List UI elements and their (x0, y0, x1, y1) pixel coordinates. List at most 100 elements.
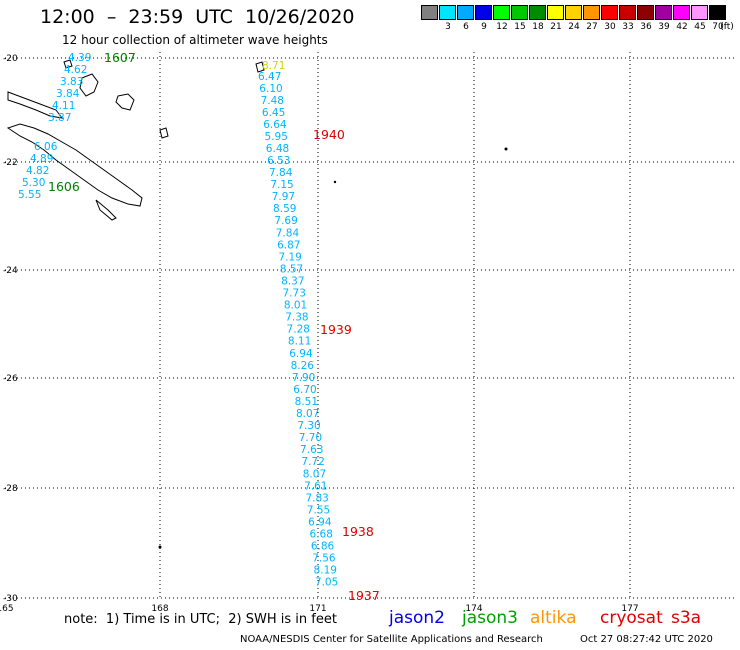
swh-value: 6.68 (310, 529, 333, 541)
legend-swatch (493, 5, 510, 20)
generated-timestamp: Oct 27 08:27:42 UTC 2020 (580, 634, 713, 645)
swh-value: 4.62 (64, 64, 87, 76)
latitude-tick-label: -28 (3, 484, 18, 494)
legend-label: 36 (640, 22, 652, 32)
legend-label: 39 (658, 22, 670, 32)
swh-value: 7.84 (276, 227, 300, 239)
coastline (115, 93, 135, 111)
mission-altika: altika (530, 608, 577, 628)
swh-value: 8.07 (303, 468, 326, 480)
island-dot (158, 545, 162, 549)
legend-label: 42 (676, 22, 688, 32)
pass-number: 1940 (313, 127, 345, 142)
coastline (159, 127, 169, 139)
pass-number: 1607 (104, 50, 136, 65)
footer-note: note: 1) Time is in UTC; 2) SWH is in fe… (64, 612, 337, 627)
pass-number: 1938 (342, 524, 374, 539)
legend-swatch (709, 5, 726, 20)
swh-value: 8.11 (288, 336, 311, 348)
swh-value: 6.86 (311, 541, 335, 553)
mission-s3a: s3a (671, 608, 702, 628)
swh-value: 8.71 (262, 60, 285, 72)
swh-value: 7.30 (297, 420, 320, 432)
swh-value: 7.48 (261, 95, 284, 107)
swh-value: 7.38 (285, 312, 308, 324)
swh-value: 6.70 (293, 384, 316, 396)
swh-value: 7.70 (299, 432, 322, 444)
swh-value: 7.97 (272, 191, 295, 203)
latitude-tick-label: -30 (3, 594, 18, 604)
swh-value: 7.28 (287, 324, 310, 336)
swh-value: 8.57 (280, 263, 303, 275)
swh-value: 7.73 (283, 288, 306, 300)
legend-label: 9 (481, 22, 487, 32)
swh-value: 5.30 (22, 177, 45, 189)
swh-value: 7.72 (301, 456, 324, 468)
swh-value: 7.83 (305, 492, 328, 504)
legend-swatch (475, 5, 492, 20)
swh-value: 8.37 (281, 275, 304, 287)
swh-value: 7.15 (270, 179, 293, 191)
swh-value: 4.89 (30, 153, 53, 165)
coastline (79, 73, 99, 97)
swh-value: 7.84 (269, 167, 293, 179)
legend-swatch (439, 5, 456, 20)
legend-swatch (601, 5, 618, 20)
island-dot (504, 147, 508, 151)
legend-swatch (421, 5, 438, 20)
legend-label: 33 (622, 22, 634, 32)
legend-swatch (547, 5, 564, 20)
swh-value: 7.69 (274, 215, 297, 227)
legend-label: 24 (568, 22, 580, 32)
legend-label: 30 (604, 22, 616, 32)
swh-value: 6.64 (263, 119, 287, 131)
swh-value: 6.53 (267, 155, 290, 167)
legend-swatch (673, 5, 690, 20)
legend-label: 15 (514, 22, 526, 32)
latitude-tick-label: -22 (3, 158, 18, 168)
swh-value: 7.90 (292, 372, 315, 384)
swh-value: 7.05 (315, 577, 338, 589)
swh-value: 8.26 (291, 360, 315, 372)
swh-value: 8.59 (273, 203, 296, 215)
coastline (63, 59, 73, 69)
swh-value: 6.48 (266, 143, 289, 155)
map-subtitle: 12 hour collection of altimeter wave hei… (62, 33, 328, 47)
longitude-tick-label: 165 (0, 604, 14, 614)
legend-label: 21 (550, 22, 562, 32)
mission-jason3: jason3 (462, 608, 518, 628)
latitude-tick-label: -26 (3, 374, 18, 384)
pass-number: 1939 (320, 322, 352, 337)
legend-label: 18 (532, 22, 544, 32)
swh-value: 8.19 (314, 565, 337, 577)
swh-value: 3.84 (56, 88, 80, 100)
legend-swatch (583, 5, 600, 20)
swh-value: 6.06 (34, 141, 58, 153)
legend-label: 6 (463, 22, 469, 32)
map-title: 12:00 – 23:59 UTC 10/26/2020 (40, 6, 355, 28)
latitude-tick-label: -24 (3, 266, 18, 276)
pass-number: 1606 (48, 179, 80, 194)
latitude-tick-label: -20 (3, 54, 18, 64)
legend-label: 70 (712, 22, 724, 32)
pass-number: 1937 (348, 588, 380, 603)
swh-value: 6.94 (289, 348, 313, 360)
legend-unit: (ft) (720, 22, 734, 32)
swh-value: 6.45 (262, 107, 285, 119)
swh-value: 8.01 (284, 300, 307, 312)
island-dot (333, 180, 337, 184)
swh-value: 3.83 (60, 76, 83, 88)
swh-value: 7.63 (300, 444, 323, 456)
swh-value: 3.87 (48, 112, 71, 124)
legend-swatch (619, 5, 636, 20)
color-legend: 3 6 9 12 15 18 21 24 27 30 33 36 39 42 45 70 (ft) (421, 5, 734, 35)
longitude-tick-label: 171 (309, 604, 326, 614)
swh-value: 8.51 (295, 396, 318, 408)
swh-value: 7.61 (304, 480, 327, 492)
legend-swatch (457, 5, 474, 20)
coastline (95, 199, 117, 221)
coastline (255, 61, 265, 73)
legend-swatch (565, 5, 582, 20)
longitude-tick-label: 168 (151, 604, 168, 614)
